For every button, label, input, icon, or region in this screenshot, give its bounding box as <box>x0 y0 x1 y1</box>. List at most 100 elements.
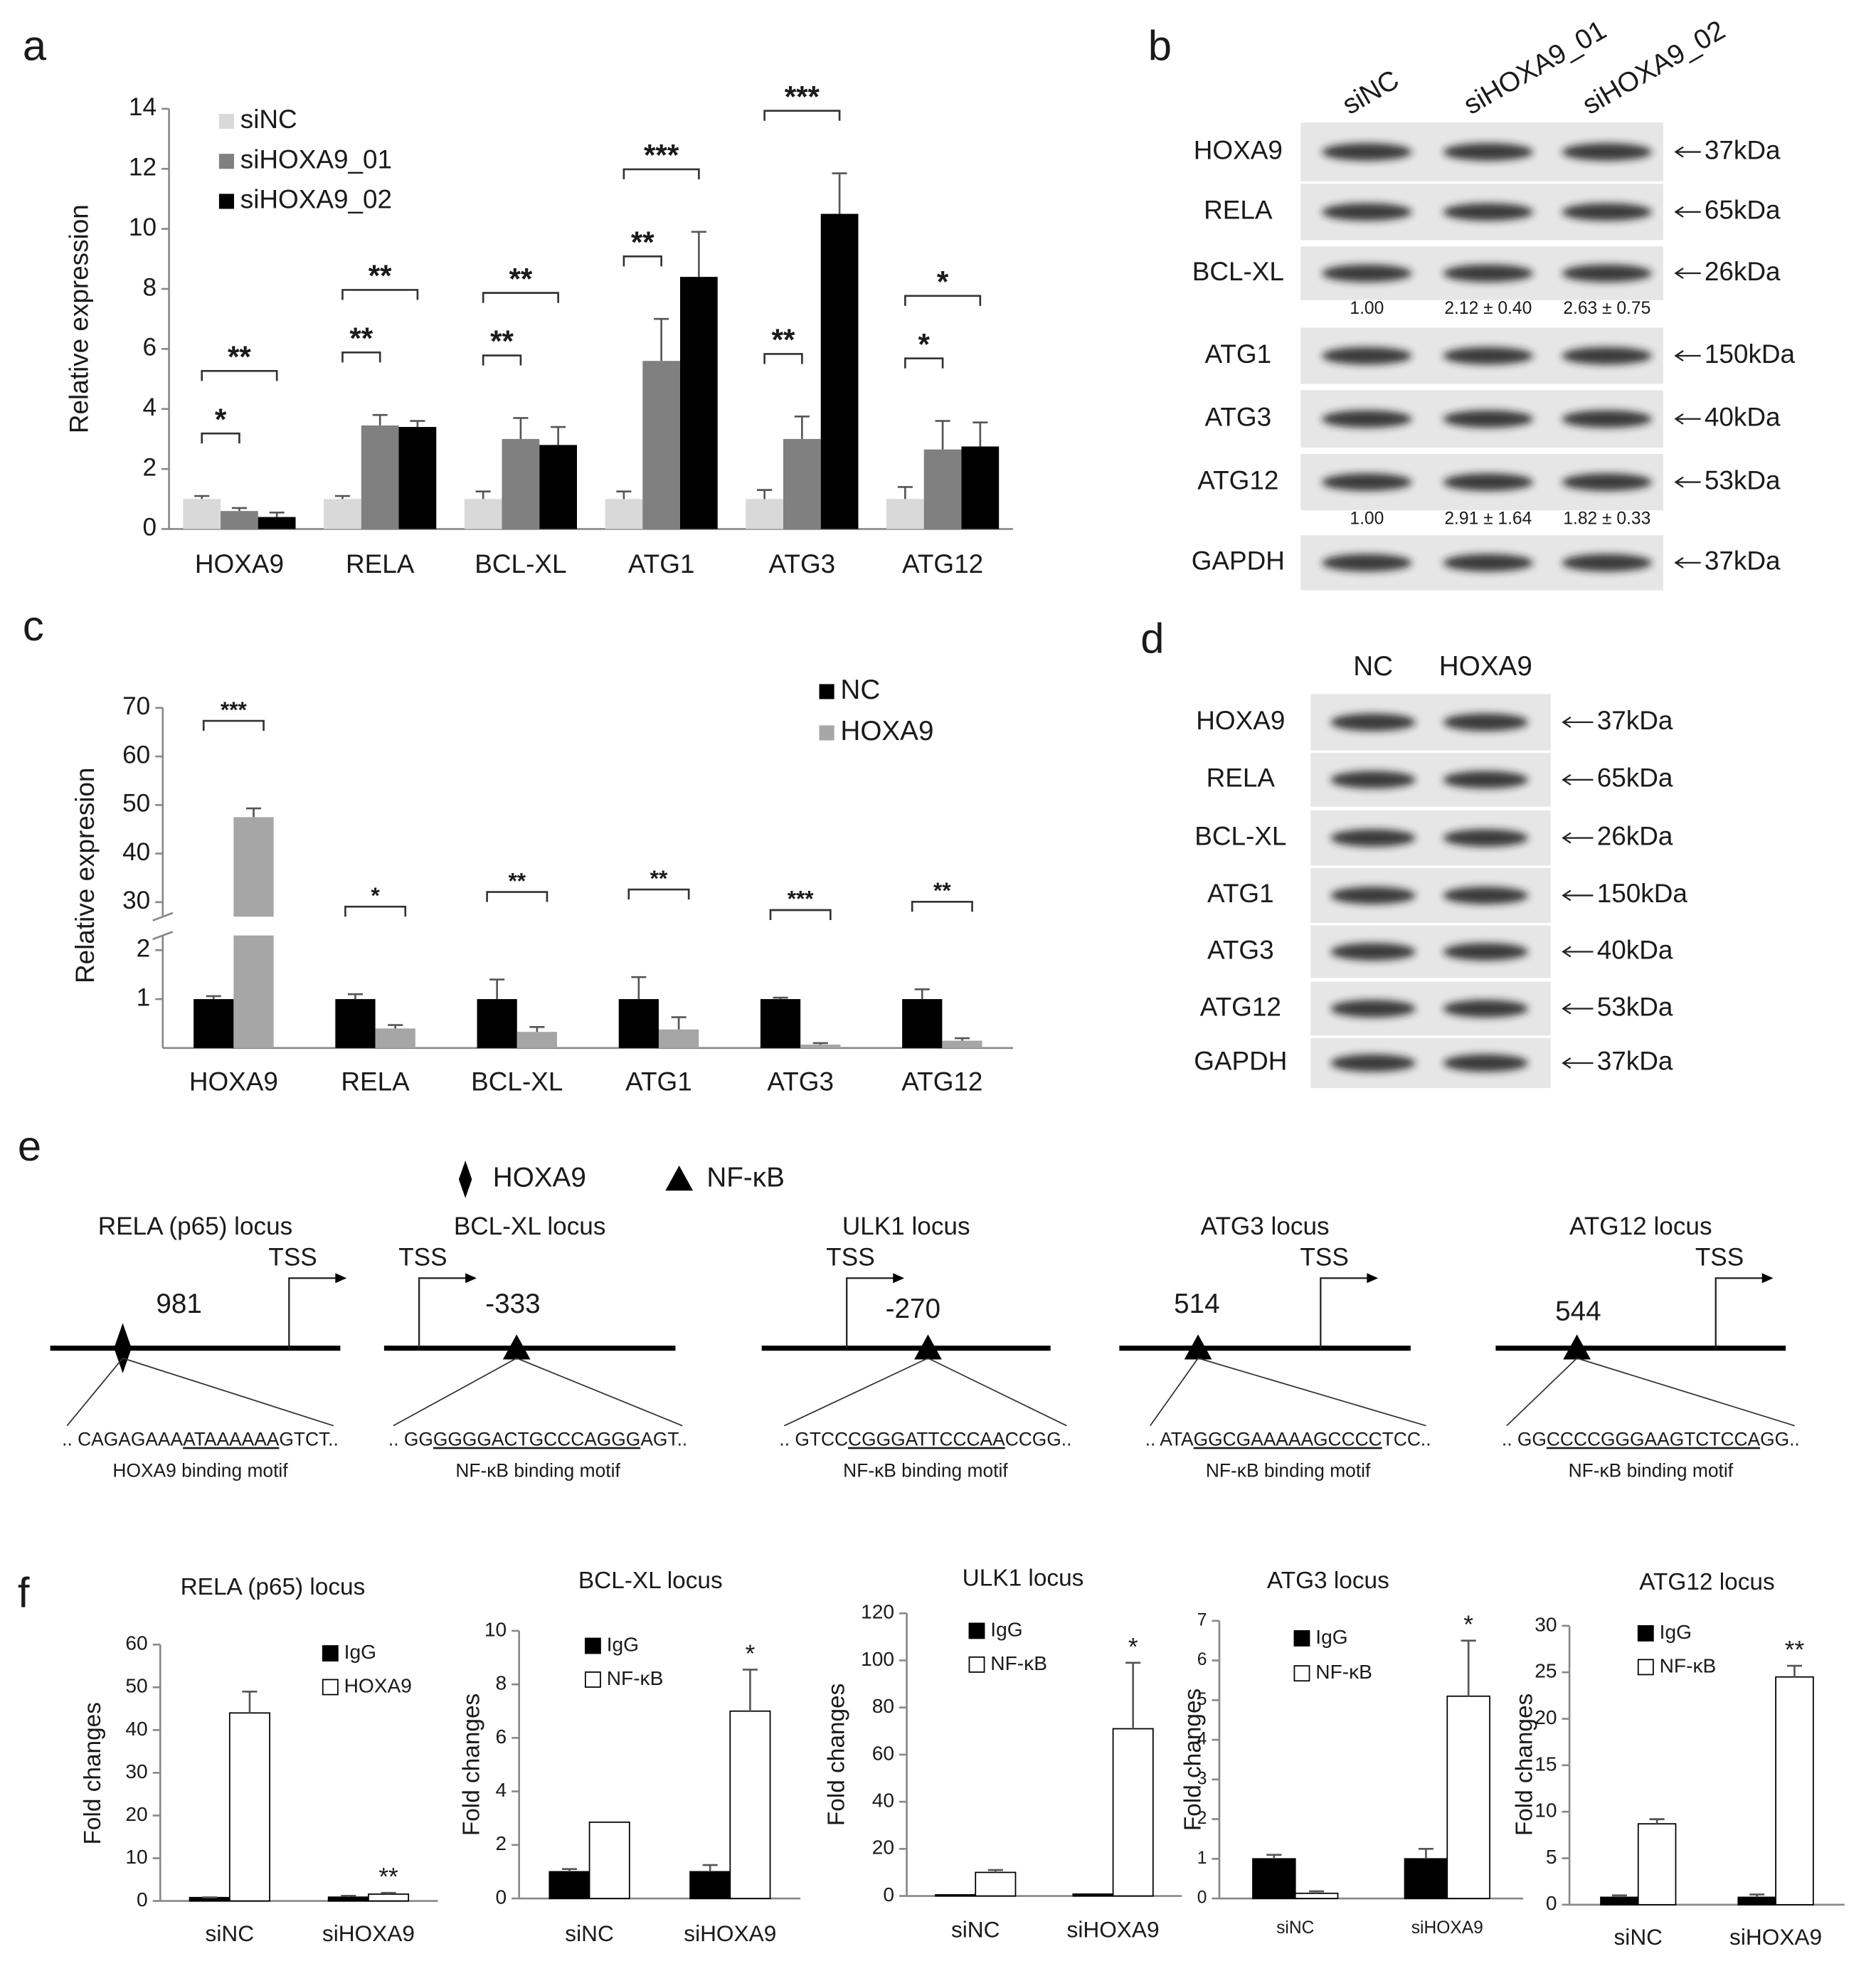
sequence-part: ATAAAAAA <box>183 1429 280 1450</box>
x-tick-label: BCL-XL <box>471 1067 563 1097</box>
marker-triangle <box>665 1166 694 1191</box>
protein-label: HOXA9 <box>1194 135 1283 164</box>
binding-sequence: .. GGCCCCGGGAAGTCTCCAGG.. <box>1502 1429 1800 1450</box>
bar <box>335 999 376 1048</box>
bar <box>935 1893 977 1897</box>
bar <box>1775 1676 1814 1906</box>
significance-label: ** <box>228 340 251 374</box>
tss-label: TSS <box>398 1244 447 1272</box>
blot-band <box>1330 829 1416 847</box>
panel-label: d <box>1140 614 1164 662</box>
blot-band <box>1443 829 1529 847</box>
quantification: 1.00 <box>1350 299 1384 318</box>
size-label: 53kDa <box>1597 992 1673 1021</box>
sequence-part: TCC.. <box>1382 1429 1431 1450</box>
zoom-line <box>1576 1357 1795 1427</box>
bar <box>375 1028 415 1048</box>
legend-swatch <box>819 725 834 741</box>
site-label: -333 <box>485 1289 540 1319</box>
y-tick-label: 7 <box>1197 1610 1207 1629</box>
panel-label: b <box>1148 21 1172 69</box>
blot-band <box>1562 264 1653 282</box>
significance-label: ** <box>369 259 392 292</box>
y-tick-label: 4 <box>142 393 157 421</box>
bar <box>398 427 437 529</box>
bar <box>539 445 577 529</box>
significance-label: *** <box>785 80 820 113</box>
y-tick-label: 6 <box>142 334 157 361</box>
legend-swatch <box>218 154 234 169</box>
break-mark <box>152 931 174 941</box>
y-tick-label: 10 <box>125 1846 147 1868</box>
bar <box>729 1710 771 1899</box>
sequence-part: .. GTCC <box>779 1429 848 1450</box>
legend-label: siHOXA9_02 <box>240 185 392 214</box>
marker-triangle <box>1184 1334 1212 1360</box>
y-tick-label: 0 <box>142 514 157 541</box>
protein-label: RELA <box>1207 764 1276 793</box>
x-tick-label: siNC <box>1276 1918 1314 1938</box>
blot-band <box>1562 554 1653 572</box>
lane-label: HOXA9 <box>1439 651 1532 682</box>
marker-triangle <box>914 1334 942 1360</box>
binding-sequence: .. ATAGGCGAAAAAGCCCCTCC.. <box>1145 1429 1431 1450</box>
x-tick-label: RELA <box>341 1067 410 1097</box>
bar <box>746 499 783 529</box>
marker-legend-label: HOXA9 <box>493 1163 586 1193</box>
bar <box>1252 1858 1296 1899</box>
marker-diamond <box>458 1161 472 1198</box>
y-tick-label: 50 <box>122 790 150 818</box>
quantification: 2.12 ± 0.40 <box>1444 299 1532 318</box>
size-arrowhead <box>1674 268 1684 280</box>
size-label: 65kDa <box>1597 764 1673 793</box>
y-axis-label: Fold changes <box>458 1694 484 1836</box>
significance-label: * <box>1463 1611 1473 1639</box>
legend-swatch <box>322 1645 339 1661</box>
zoom-line <box>1197 1357 1426 1427</box>
size-label: 37kDa <box>1705 135 1781 164</box>
legend-swatch <box>968 1656 985 1673</box>
blot-band <box>1443 1054 1529 1072</box>
size-label: 26kDa <box>1597 821 1673 850</box>
legend-swatch <box>968 1622 985 1639</box>
blot-band <box>1330 943 1416 961</box>
significance-label: ** <box>349 322 373 355</box>
bar <box>689 1871 731 1899</box>
bar <box>228 1712 270 1902</box>
legend-swatch <box>1293 1630 1310 1647</box>
y-axis-label: Fold changes <box>824 1684 850 1826</box>
x-tick-label: siNC <box>1613 1924 1663 1950</box>
bar <box>942 1040 982 1048</box>
size-label: 65kDa <box>1705 196 1781 225</box>
bar <box>679 277 718 529</box>
significance-label: ** <box>1785 1637 1805 1664</box>
zoom-line <box>393 1357 517 1427</box>
significance-label: ** <box>772 323 795 356</box>
size-label: 40kDa <box>1705 403 1781 432</box>
size-label: 37kDa <box>1597 1047 1673 1076</box>
protein-label: ATG3 <box>1205 403 1272 432</box>
y-tick-label: 30 <box>125 1760 147 1782</box>
x-tick-label: ATG1 <box>625 1067 692 1097</box>
size-arrowhead <box>1674 556 1684 569</box>
x-tick-label: siHOXA9 <box>1411 1918 1483 1938</box>
blot-band <box>1443 554 1534 572</box>
protein-label: BCL-XL <box>1192 257 1284 286</box>
tss-arrow <box>846 1277 897 1348</box>
legend-swatch <box>1637 1624 1654 1642</box>
bar <box>502 438 540 529</box>
y-tick-label: 0 <box>1546 1892 1557 1914</box>
significance-bracket <box>482 354 522 366</box>
sequence-part: AGT.. <box>640 1429 687 1450</box>
protein-label: ATG12 <box>1200 992 1281 1021</box>
significance-bracket <box>486 891 549 902</box>
y-tick-label: 0 <box>883 1883 894 1906</box>
size-label: 150kDa <box>1597 879 1688 908</box>
significance-bracket <box>341 351 381 363</box>
y-tick-label: 6 <box>495 1726 507 1748</box>
y-tick-label: 30 <box>122 887 150 914</box>
significance-label: * <box>937 265 949 299</box>
marker-legend-label: NF-κB <box>706 1163 785 1193</box>
sequence-part: CGGGATTCCCAA <box>848 1429 1005 1450</box>
significance-bracket <box>344 905 407 917</box>
